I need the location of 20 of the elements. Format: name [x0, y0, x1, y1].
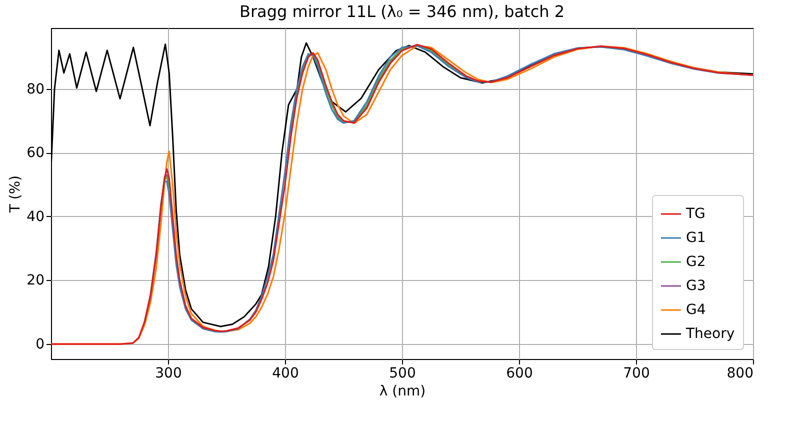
x-tick-label: 300: [155, 366, 182, 382]
y-tick-label: 60: [26, 145, 44, 162]
legend-label: G4: [686, 302, 706, 318]
legend-label: G2: [686, 254, 706, 270]
legend-label: Theory: [685, 326, 735, 342]
legend-label: G1: [686, 230, 706, 246]
y-tick-label: 80: [26, 81, 44, 98]
x-tick-label: 700: [623, 366, 650, 382]
y-axis-title: T (%): [8, 175, 24, 214]
legend-label: TG: [685, 206, 706, 222]
x-tick-label: 500: [389, 366, 416, 382]
y-tick-label: 40: [26, 208, 44, 225]
y-tick-label: 0: [36, 336, 44, 353]
x-tick-label: 600: [506, 366, 533, 382]
x-tick-label: 400: [272, 366, 299, 382]
x-tick-label: 800: [726, 366, 754, 382]
chart-title: Bragg mirror 11L (λ₀ = 346 nm), batch 2: [239, 2, 565, 21]
x-axis-title: λ (nm): [379, 384, 426, 400]
legend-label: G3: [686, 278, 706, 294]
y-tick-label: 20: [26, 272, 44, 289]
